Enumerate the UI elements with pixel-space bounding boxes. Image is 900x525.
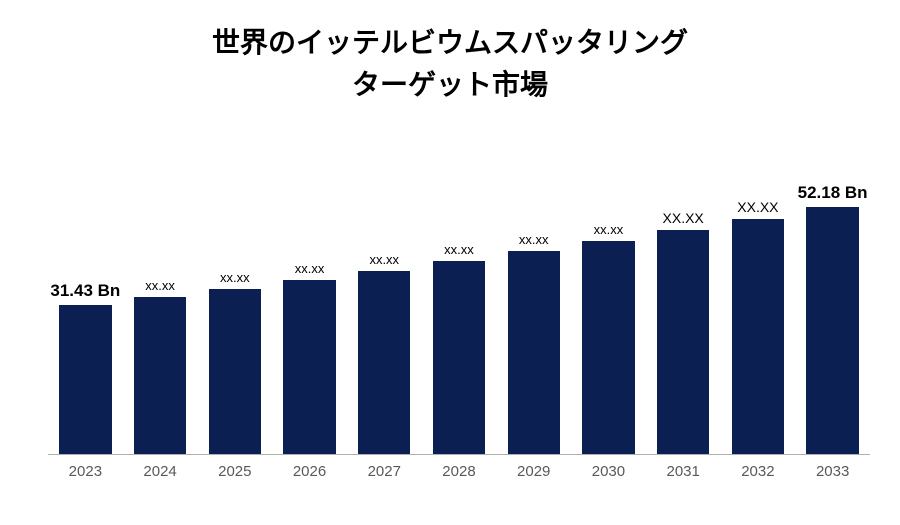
chart-title-line-2: ターゲット市場 <box>0 64 900 106</box>
bar: xx.xx <box>358 271 410 454</box>
bar: 52.18 Bn <box>806 207 858 454</box>
x-axis-label: 2028 <box>422 463 497 480</box>
bar: XX.XX <box>732 219 784 454</box>
bar-rect <box>657 230 709 454</box>
x-axis-labels: 2023202420252026202720282029203020312032… <box>48 459 870 483</box>
bar-rect <box>582 241 634 454</box>
x-axis-label: 2029 <box>496 463 571 480</box>
bar: 31.43 Bn <box>59 305 111 454</box>
x-axis-label: 2031 <box>646 463 721 480</box>
x-axis-label: 2023 <box>48 463 123 480</box>
chart-title-block: 世界のイッテルビウムスパッタリング ターゲット市場 <box>0 0 900 106</box>
chart-title-line-1: 世界のイッテルビウムスパッタリング <box>0 22 900 64</box>
bar-rect <box>209 289 261 454</box>
bar-rect <box>508 251 560 454</box>
bar: xx.xx <box>283 280 335 454</box>
x-axis-label: 2027 <box>347 463 422 480</box>
bar: xx.xx <box>433 261 485 454</box>
plot-area: 31.43 Bn xx.xx xx.xx xx.xx xx.xx xx.xx xx.xx xx… <box>48 170 870 455</box>
x-axis-label: 2025 <box>197 463 272 480</box>
bar: XX.XX <box>657 230 709 454</box>
bar-rect <box>134 297 186 454</box>
bar: xx.xx <box>134 297 186 454</box>
bar-rect <box>283 280 335 454</box>
x-axis-label: 2033 <box>795 463 870 480</box>
bar-rect <box>732 219 784 454</box>
bar-value-label: 52.18 Bn <box>773 183 893 203</box>
bar-rect <box>59 305 111 454</box>
x-axis-label: 2032 <box>721 463 796 480</box>
bar-rect <box>358 271 410 454</box>
bar-rect <box>806 207 858 454</box>
x-axis-label: 2024 <box>123 463 198 480</box>
bar: xx.xx <box>582 241 634 454</box>
bar-rect <box>433 261 485 454</box>
x-axis-label: 2030 <box>571 463 646 480</box>
bar: xx.xx <box>508 251 560 454</box>
x-axis-label: 2026 <box>272 463 347 480</box>
bar: xx.xx <box>209 289 261 454</box>
bar-chart: 31.43 Bn xx.xx xx.xx xx.xx xx.xx xx.xx xx.xx xx… <box>48 170 870 483</box>
